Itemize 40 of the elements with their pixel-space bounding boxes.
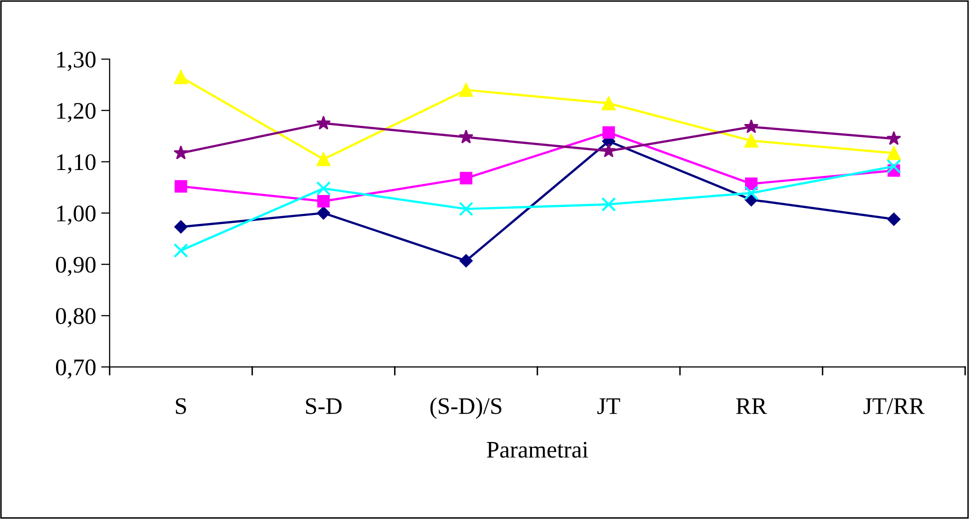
x-axis-title: Parametrai xyxy=(486,442,588,458)
point xyxy=(458,129,474,144)
y-tick-label: 0,70 xyxy=(56,359,96,379)
point xyxy=(316,181,331,196)
y-tick-label: 1,30 xyxy=(57,52,96,71)
point xyxy=(744,134,758,148)
point xyxy=(459,254,473,268)
point xyxy=(174,145,188,160)
point xyxy=(602,126,615,139)
point xyxy=(174,180,188,193)
point xyxy=(602,96,616,110)
y-tick-label: 1,00 xyxy=(57,206,96,225)
y-tick-label: 0,90 xyxy=(56,256,96,276)
point xyxy=(744,186,759,200)
point xyxy=(316,116,331,130)
x-tick-label: (S-D)/S xyxy=(430,397,502,419)
point xyxy=(316,152,330,166)
x-tick-label: JT/RR xyxy=(864,398,925,414)
point xyxy=(601,197,616,212)
x-tick-label: S xyxy=(176,398,186,414)
point xyxy=(458,202,474,216)
point xyxy=(317,195,330,208)
point xyxy=(174,70,188,84)
point xyxy=(886,131,902,145)
y-tick-label: 1,10 xyxy=(57,154,96,174)
y-tick-label: 0,80 xyxy=(56,308,96,328)
x-tick-label: RR xyxy=(736,398,767,414)
point xyxy=(887,212,900,226)
point xyxy=(601,143,616,158)
point xyxy=(316,206,330,220)
point xyxy=(174,220,188,234)
point xyxy=(459,83,474,97)
point xyxy=(174,243,188,258)
y-tick-label: 1,20 xyxy=(57,102,96,122)
x-tick-label: JT xyxy=(597,398,620,414)
point xyxy=(744,119,759,134)
x-tick-label: S-D xyxy=(306,398,342,414)
point xyxy=(886,159,902,174)
point xyxy=(886,146,901,160)
point xyxy=(460,172,472,184)
